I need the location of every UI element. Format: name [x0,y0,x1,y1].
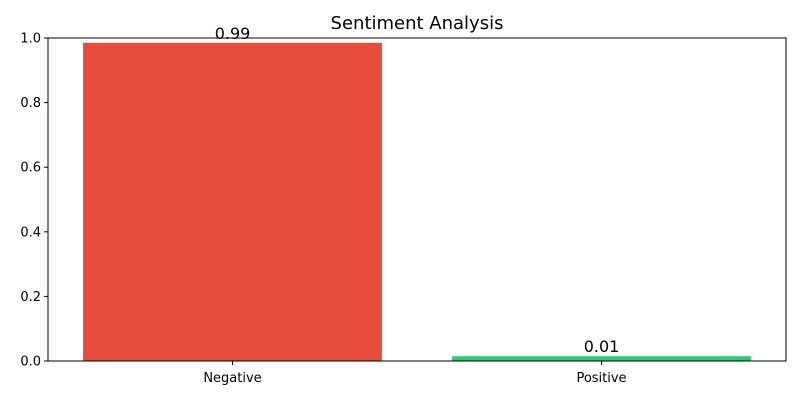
bar-negative [83,42,382,361]
y-tick-label: 0.8 [20,96,41,111]
x-tick-label-positive: Positive [576,371,626,386]
chart-title: Sentiment Analysis [331,13,504,34]
value-label-negative: 0.99 [215,24,251,43]
value-label-positive: 0.01 [584,337,620,356]
bars-layer [83,42,751,361]
y-tick-label: 0.2 [20,290,41,305]
y-tick-label: 0.6 [20,161,41,176]
plot-frame [47,37,787,362]
y-tick-label: 0.4 [20,225,41,240]
y-tick-label: 0.0 [20,355,41,370]
x-tick-label-negative: Negative [203,371,261,386]
y-tick-label: 1.0 [20,32,41,47]
bar-positive [452,356,751,361]
axes-layer: Negative Positive 0.0 0.2 0.4 0.6 0.8 1.0 [20,32,787,386]
